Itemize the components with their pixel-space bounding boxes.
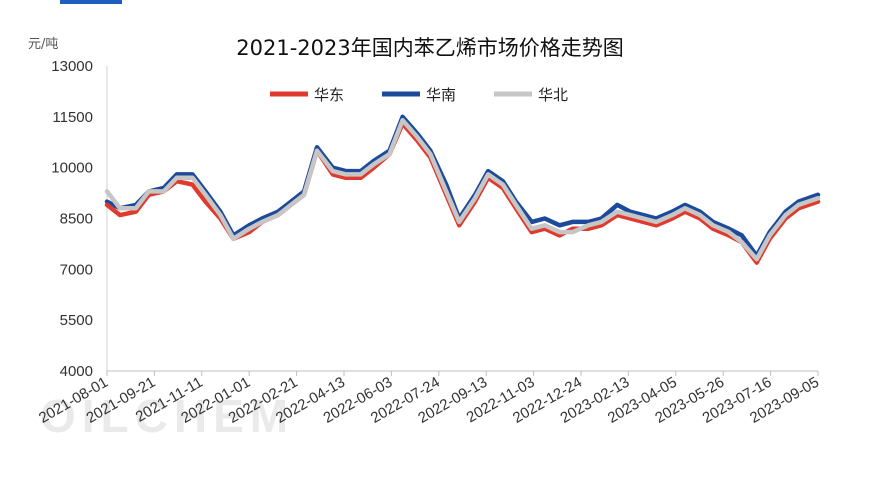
y-tick-label: 5500 — [60, 312, 93, 329]
y-tick-label: 7000 — [60, 261, 93, 278]
legend: 华东 华南 华北 — [270, 86, 568, 104]
legend-label: 华东 — [314, 86, 344, 104]
y-tick-label: 8500 — [60, 211, 93, 228]
y-tick-label: 13000 — [51, 58, 93, 75]
series-line-1 — [104, 114, 821, 259]
watermark: OILCHEM — [40, 390, 294, 442]
y-tick-label: 10000 — [51, 160, 93, 177]
watermark-text: OILCHEM — [40, 390, 294, 442]
y-tick-label: 11500 — [52, 109, 93, 126]
legend-label: 华南 — [426, 86, 456, 104]
series-lines — [104, 114, 821, 265]
legend-label: 华北 — [538, 86, 568, 104]
chart-title: 2021-2023年国内苯乙烯市场价格走势图 — [236, 36, 623, 60]
y-tick-label: 4000 — [60, 363, 93, 380]
y-axis: 4000 5500 7000 8500 10000 11500 13000 — [51, 58, 108, 380]
top-accent-bar — [60, 0, 122, 4]
series-line-0 — [104, 121, 821, 265]
y-axis-unit: 元/吨 — [28, 37, 58, 52]
series-line-2 — [104, 117, 821, 262]
